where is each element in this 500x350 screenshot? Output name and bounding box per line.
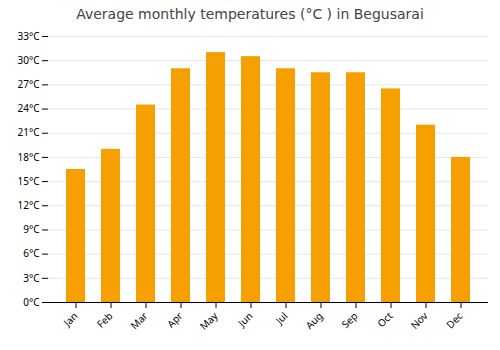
html-text:Average monthly temperatures (: Average monthly temperatures (°C ) in Be… <box>76 6 424 22</box>
svg-text:Apr: Apr <box>164 309 186 331</box>
svg-text:Mar: Mar <box>127 309 150 332</box>
svg-text:Jun: Jun <box>234 309 255 330</box>
svg-text:Aug: Aug <box>302 309 325 332</box>
svg-text:21°C: 21°C <box>17 125 40 139</box>
svg-text:18°C: 18°C <box>17 150 40 164</box>
svg-text:24°C: 24°C <box>17 101 40 115</box>
svg-text:6°C: 6°C <box>23 246 40 260</box>
svg-text:Jan: Jan <box>60 309 81 330</box>
svg-text:Dec: Dec <box>443 309 466 332</box>
svg-text:27°C: 27°C <box>17 77 40 91</box>
svg-text:0°C: 0°C <box>23 295 40 309</box>
svg-text:Feb: Feb <box>93 309 115 331</box>
svg-text:Sep: Sep <box>338 309 360 331</box>
svg-text:9°C: 9°C <box>23 222 40 236</box>
svg-text:15°C: 15°C <box>17 174 40 188</box>
svg-text:Nov: Nov <box>407 308 431 332</box>
svg-text:33°C: 33°C <box>17 29 40 43</box>
svg-text:Jul: Jul <box>272 309 291 328</box>
svg-text:May: May <box>196 308 221 333</box>
svg-text:30°C: 30°C <box>17 53 40 67</box>
svg-text:Oct: Oct <box>374 309 396 331</box>
svg-text:12°C: 12°C <box>17 198 40 212</box>
svg-text:3°C: 3°C <box>23 271 40 285</box>
